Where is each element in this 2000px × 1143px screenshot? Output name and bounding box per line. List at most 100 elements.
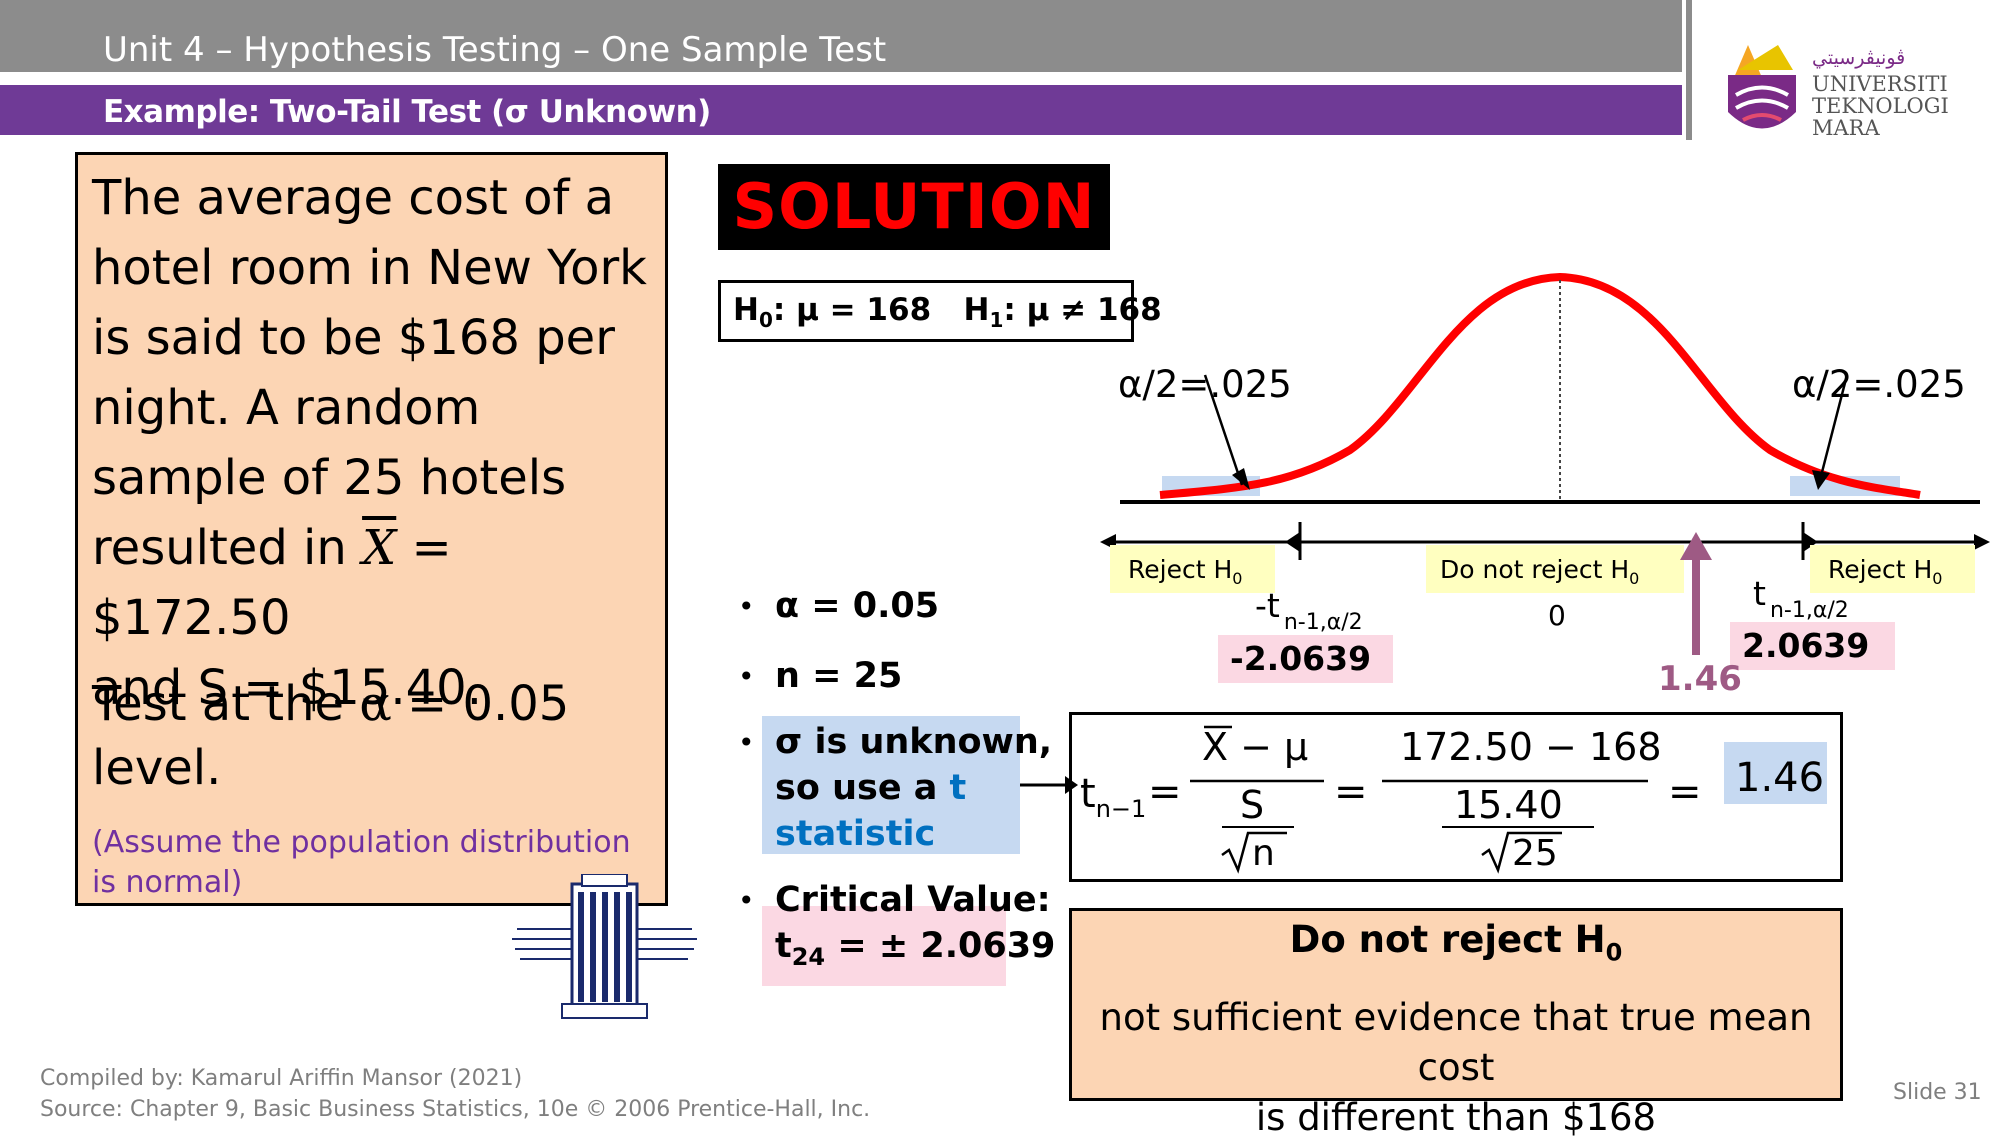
alpha-symbol: α (359, 676, 392, 732)
crit-sub: 24 (791, 943, 826, 971)
decision-body: not sufficient evidence that true mean c… (1069, 993, 1843, 1143)
header-divider (1686, 0, 1692, 140)
formula-result: 1.46 (1735, 755, 1824, 801)
test-level: Test at the α = 0.05 level. (92, 672, 662, 800)
assumption-note: (Assume the population distribution is n… (92, 825, 631, 900)
hotel-building-icon (512, 874, 697, 1019)
bullet-alpha: α = 0.05 (775, 586, 940, 626)
sigma-text: so use a (775, 768, 950, 808)
decision-line: is different than $168 (1255, 1096, 1657, 1139)
problem-line: The average cost of a (92, 170, 615, 226)
h1-sub: 1 (989, 308, 1004, 333)
formula-box (1069, 712, 1843, 882)
test-text-part: Test at the (92, 676, 360, 732)
h0-sub: 0 (758, 308, 773, 333)
decision-title-sub: 0 (1605, 938, 1623, 967)
uitm-logo (1728, 45, 1796, 129)
decision-box (1069, 908, 1843, 1101)
bullet-dot: • (738, 884, 755, 917)
formula-num2: 172.50 − 168 (1400, 725, 1662, 769)
bullet-sigma-line2: so use a t (775, 768, 966, 808)
crit-t: t (775, 926, 792, 966)
decision-title-text: Do not reject H (1289, 918, 1606, 961)
footer-source: Source: Chapter 9, Basic Business Statis… (40, 1097, 871, 1122)
formula-eq3: = (1668, 769, 1702, 815)
do-not-reject-bg (1426, 545, 1684, 593)
right-tail-label: α/2=.025 (1792, 363, 1966, 406)
logo-line3: MARA (1812, 116, 1880, 140)
solution-banner (718, 164, 1110, 250)
bullet-dot: • (738, 590, 755, 623)
region-axis-right-head (1974, 534, 1990, 550)
solution-label: SOLUTION (732, 170, 1096, 243)
test-stat-arrow-head (1680, 532, 1712, 560)
logo-jawi: ڤونيڤرسيتي (1812, 47, 1906, 69)
h0-statement: : μ = 168 (772, 292, 932, 328)
neg-critical-bg (1218, 635, 1393, 683)
logo-line1: UNIVERSITI (1812, 72, 1948, 96)
test-text-part: = 0.05 (391, 676, 570, 732)
sigma-highlight (762, 716, 1020, 854)
slide-title: Example: Two-Tail Test (σ Unknown) (103, 94, 711, 130)
problem-line: and S = $15.40. (92, 660, 482, 716)
test-stat-value: 1.46 (1658, 659, 1742, 699)
pos-critical-value: 2.0639 (1742, 626, 1869, 665)
tail-pointer-left (1203, 374, 1244, 486)
hypotheses-box (718, 280, 1134, 342)
bullet-sigma-line1: σ is unknown, (775, 722, 1053, 762)
footer-compiled: Compiled by: Kamarul Ariffin Mansor (202… (40, 1066, 523, 1091)
bullet-n: n = 25 (775, 656, 903, 696)
pos-critical-bg (1730, 622, 1895, 670)
h1-statement: : μ ≠ 168 (1003, 292, 1162, 328)
tail-pointer-left-head (1232, 468, 1250, 490)
neg-critical-symbol: -t n-1,α/2 (1255, 586, 1363, 635)
t-word: t (949, 768, 967, 808)
formula-num1: X − μ (1202, 725, 1308, 769)
t-statistic-formula: tn−1 = X − μ S n = 172.50 − 168 15.40 25… (1080, 725, 1824, 874)
header-title: Unit 4 – Hypothesis Testing – One Sample… (103, 30, 887, 70)
problem-line: resulted in X = $172.50 (92, 513, 662, 653)
reject-right-bg (1810, 545, 1975, 593)
tail-pointer-right-head (1812, 470, 1830, 490)
decision-line: not sufficient evidence that true mean c… (1099, 996, 1813, 1089)
bullet-dot: • (738, 660, 755, 693)
decision-title: Do not reject H0 (1069, 918, 1843, 966)
formula-den1: S (1240, 783, 1264, 827)
reject-right-label: Reject H0 (1828, 555, 1942, 588)
formula-eq1: = (1148, 769, 1182, 815)
sqrt-sign1 (1221, 831, 1287, 874)
h0-label: H (733, 292, 759, 328)
result-highlight (1724, 742, 1827, 804)
formula-den2: 15.40 (1454, 783, 1563, 827)
problem-line: sample of 25 hotels (92, 450, 567, 506)
h1-label: H (963, 292, 990, 328)
reject-left-label: Reject H0 (1128, 555, 1242, 588)
header-bar (0, 0, 1682, 72)
reject-left-bg (1110, 545, 1275, 593)
sqrt-sign2 (1481, 831, 1562, 874)
problem-text-part: = $172.50 (92, 520, 452, 646)
problem-box (75, 152, 668, 906)
do-not-reject-label: Do not reject H0 (1440, 555, 1639, 588)
tail-pointer-right (1818, 374, 1849, 481)
problem-text-part: resulted in (92, 520, 363, 576)
logo-line2: TEKNOLOGI (1812, 94, 1949, 118)
formula-root-25: 25 (1512, 833, 1558, 874)
test-line: level. (92, 740, 222, 796)
subheader-bar (0, 85, 1682, 135)
neg-critical-value: -2.0639 (1230, 639, 1371, 678)
pos-critical-symbol: t n-1,α/2 (1753, 574, 1849, 623)
bullet-critical-line1: Critical Value: (775, 880, 1051, 920)
hypotheses: H0: μ = 168 H1: μ ≠ 168 (733, 292, 1162, 332)
sample-mean-symbol: X (362, 520, 397, 576)
problem-line: night. A random (92, 380, 481, 436)
bullet-sigma-line3: statistic (775, 814, 936, 854)
left-reject-arrow (1285, 532, 1300, 552)
right-reject-arrow (1803, 532, 1818, 552)
t-distribution-diagram: α/2=.025 α/2=.025 Reject H0 Do not rejec… (1100, 272, 1990, 699)
zero-label: 0 (1548, 599, 1566, 632)
problem-line: hotel room in New York (92, 240, 647, 296)
bullet-critical-line2: t24 = ± 2.0639 (775, 926, 1055, 971)
crit-value: = ± 2.0639 (825, 926, 1056, 966)
distribution-curve (1159, 272, 1921, 499)
